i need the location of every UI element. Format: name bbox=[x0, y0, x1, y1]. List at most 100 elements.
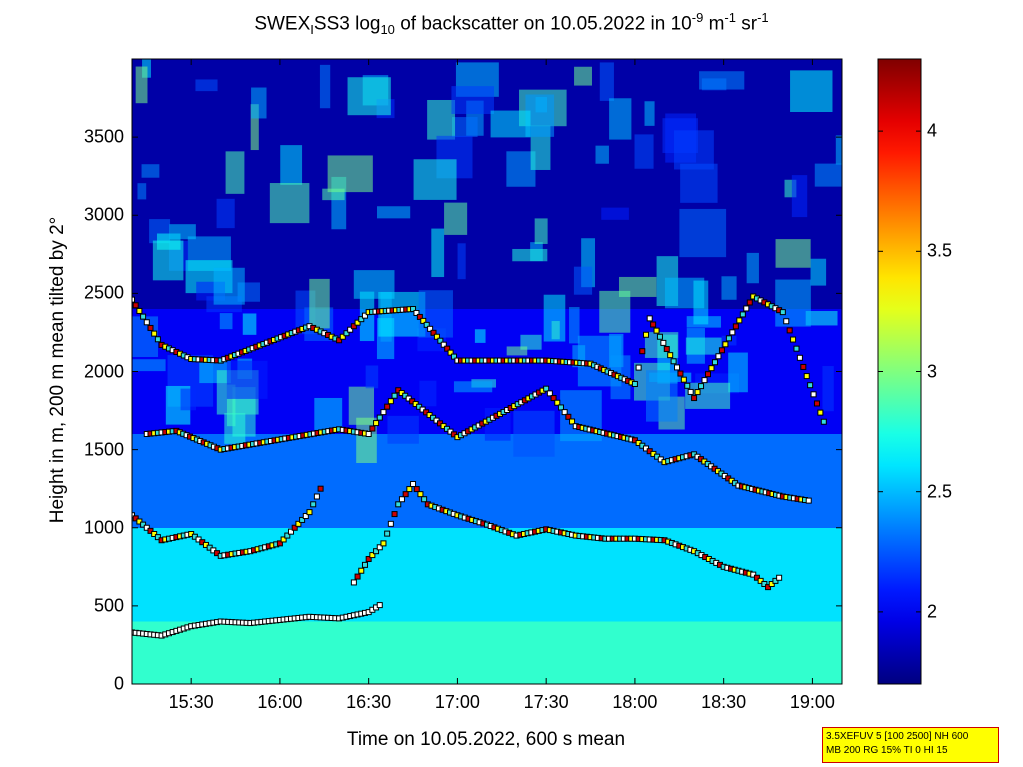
texture-patch bbox=[269, 183, 310, 224]
y-tick-label: 1500 bbox=[83, 439, 124, 460]
cloud-base-marker bbox=[339, 333, 346, 340]
cloud-base-marker bbox=[354, 573, 361, 580]
cloud-base-marker bbox=[350, 579, 357, 586]
cloud-base-marker bbox=[569, 418, 576, 425]
texture-patch bbox=[534, 218, 548, 244]
texture-patch bbox=[810, 258, 827, 286]
cloud-base-marker bbox=[306, 509, 313, 516]
texture-patch bbox=[609, 98, 632, 140]
cloud-base-marker bbox=[667, 352, 674, 359]
cloud-base-marker bbox=[757, 577, 764, 584]
cloud-base-marker bbox=[365, 556, 372, 562]
cloud-base-marker bbox=[140, 313, 147, 320]
texture-patch bbox=[135, 66, 148, 104]
y-axis-label: Height in m, 200 m mean tilted by 2° bbox=[47, 216, 68, 524]
texture-patch bbox=[353, 270, 395, 299]
texture-patch bbox=[451, 86, 494, 114]
y-ticks bbox=[132, 136, 842, 685]
cloud-base-marker bbox=[391, 392, 398, 399]
colorbar-tick-label: 2 bbox=[927, 601, 938, 622]
texture-patch bbox=[427, 99, 456, 140]
title-part-b: SS3 log bbox=[313, 13, 381, 35]
infobox-line-1: 3.5XEFUV 5 [100 2500] NH 600 bbox=[826, 731, 969, 742]
cloud-base-marker bbox=[406, 486, 413, 493]
cloud-base-marker bbox=[313, 493, 320, 500]
texture-patch bbox=[595, 145, 609, 164]
cloud-base-marker bbox=[725, 335, 732, 342]
cloud-base-marker bbox=[387, 398, 394, 405]
texture-patch bbox=[784, 179, 797, 198]
cloud-base-marker bbox=[387, 520, 394, 527]
y-tick-label: 0 bbox=[113, 673, 124, 694]
texture-patch bbox=[242, 313, 257, 335]
cloud-base-marker bbox=[820, 418, 827, 425]
texture-patch bbox=[137, 183, 147, 200]
x-tick-label: 17:00 bbox=[434, 692, 480, 712]
texture-patch bbox=[314, 397, 343, 430]
colorbar-tick-label: 4 bbox=[927, 120, 938, 141]
cloud-base-marker bbox=[317, 485, 324, 492]
y-tick-label: 2500 bbox=[83, 282, 124, 303]
texture-patch bbox=[280, 145, 303, 185]
title-sub-a: I bbox=[310, 22, 314, 38]
cloud-base-marker bbox=[817, 409, 824, 416]
y-tick-label: 500 bbox=[93, 595, 124, 616]
cloud-base-marker bbox=[557, 404, 564, 411]
cloud-base-marker bbox=[410, 306, 417, 312]
texture-patch bbox=[453, 381, 493, 393]
cloud-base-marker bbox=[132, 512, 135, 519]
cloud-base-marker bbox=[361, 312, 368, 319]
cloud-base-marker bbox=[433, 333, 440, 340]
cloud-base-marker bbox=[653, 327, 660, 334]
y-tick-label: 1000 bbox=[83, 517, 124, 538]
texture-patch bbox=[213, 267, 245, 305]
cloud-base-marker bbox=[413, 486, 420, 493]
cloud-base-marker bbox=[437, 337, 444, 344]
cloud-base-marker bbox=[800, 363, 807, 370]
cloud-base-marker bbox=[430, 329, 437, 336]
texture-patch bbox=[520, 334, 542, 350]
cloud-base-marker bbox=[136, 307, 143, 314]
x-tick-label: 18:00 bbox=[612, 692, 658, 712]
title-part-a: SWEX bbox=[254, 13, 311, 35]
cloud-base-marker bbox=[136, 518, 143, 525]
cloud-base-marker bbox=[701, 377, 708, 384]
cloud-base-marker bbox=[132, 302, 139, 309]
texture-patch bbox=[431, 228, 445, 278]
x-tick-label: 17:30 bbox=[523, 692, 569, 712]
texture-patch bbox=[599, 290, 631, 333]
cloud-base-marker bbox=[420, 317, 427, 324]
colorbar-ticks bbox=[878, 130, 921, 613]
cloud-base-marker bbox=[413, 309, 420, 316]
texture-patch bbox=[601, 207, 629, 220]
cloud-base-marker bbox=[358, 316, 365, 323]
x-tick-label: 19:00 bbox=[789, 692, 835, 712]
cloud-base-marker bbox=[395, 501, 402, 508]
title-sup-d: -1 bbox=[724, 10, 736, 25]
cloud-base-marker bbox=[132, 296, 135, 303]
cloud-base-marker bbox=[361, 561, 368, 568]
cloud-base-marker bbox=[451, 353, 458, 360]
cloud-base-marker bbox=[421, 496, 428, 503]
cloud-base-marker bbox=[803, 373, 810, 380]
cloud-base-marker bbox=[336, 337, 343, 344]
cloud-base-marker bbox=[143, 524, 150, 531]
colorbar-tick-label: 2.5 bbox=[927, 481, 953, 502]
cloud-base-marker bbox=[790, 336, 797, 343]
texture-patch bbox=[457, 243, 466, 280]
texture-patch bbox=[543, 294, 566, 342]
texture-patch bbox=[728, 352, 748, 393]
cloud-base-marker bbox=[143, 319, 150, 326]
cloud-base-marker bbox=[739, 311, 746, 318]
cloud-base-marker bbox=[398, 496, 405, 503]
texture-patch bbox=[169, 224, 196, 240]
cloud-base-marker bbox=[291, 524, 298, 531]
texture-patch bbox=[574, 66, 592, 86]
cloud-base-marker bbox=[373, 420, 380, 427]
cloud-base-marker bbox=[631, 381, 638, 387]
backscatter-texture bbox=[132, 59, 842, 464]
cloud-base-marker bbox=[358, 567, 365, 574]
x-tick-label: 15:30 bbox=[168, 692, 214, 712]
cloud-base-marker bbox=[347, 326, 354, 333]
texture-patch bbox=[506, 346, 528, 356]
